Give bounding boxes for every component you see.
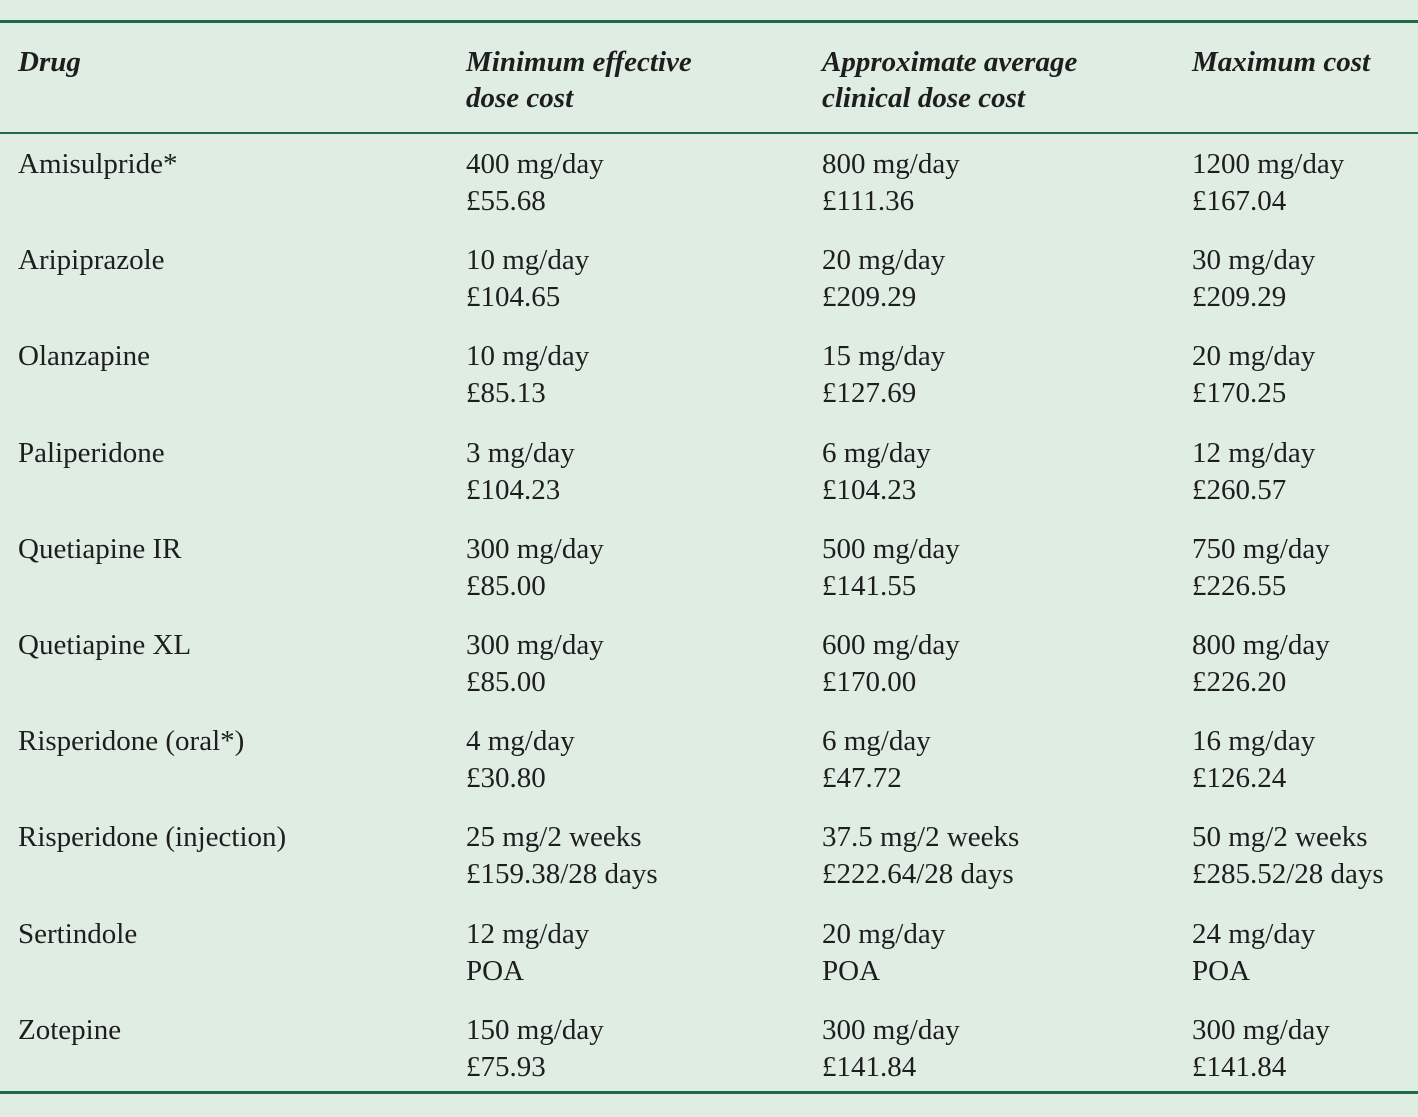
cost: £30.80 [466, 762, 546, 795]
dose: 30 mg/day [1192, 244, 1316, 277]
cost: £111.36 [822, 185, 915, 217]
top-rule [0, 20, 1418, 23]
header-cell: Drug [18, 46, 81, 78]
cost: £127.69 [822, 377, 917, 410]
dose: 20 mg/day [822, 244, 946, 277]
dose: 50 mg/2 weeks [1192, 821, 1368, 854]
header-cell: Minimum effective [466, 46, 692, 78]
cost: £209.29 [822, 281, 917, 314]
dose: 400 mg/day [466, 148, 604, 180]
drug-name: Paliperidone [18, 436, 165, 469]
dose: 3 mg/day [466, 436, 575, 469]
cost: £85.00 [466, 666, 546, 698]
dose: 24 mg/day [1192, 917, 1316, 950]
cost: £85.13 [466, 377, 546, 410]
drug-name: Quetiapine IR [18, 532, 182, 565]
header-cell: Maximum cost [1192, 46, 1371, 78]
dose: 10 mg/day [466, 340, 590, 373]
dose: 16 mg/day [1192, 725, 1316, 758]
dose: 600 mg/day [822, 629, 960, 661]
dose: 10 mg/day [466, 244, 590, 277]
dose: 300 mg/day [466, 629, 604, 661]
dose: 6 mg/day [822, 436, 931, 469]
cost: £226.20 [1192, 666, 1287, 698]
cost: £167.04 [1192, 185, 1287, 217]
cost: £209.29 [1192, 281, 1287, 314]
dose: 750 mg/day [1192, 532, 1330, 565]
header-rule [0, 132, 1418, 134]
drug-name: Risperidone (injection) [18, 821, 287, 854]
cost: £170.00 [822, 666, 917, 698]
dose: 20 mg/day [822, 917, 946, 950]
dose: 12 mg/day [1192, 436, 1316, 469]
cost: £104.65 [466, 281, 561, 314]
drug-name: Aripiprazole [18, 244, 165, 277]
dose: 6 mg/day [822, 725, 931, 758]
header-cell: clinical dose cost [822, 82, 1025, 114]
cost: £226.55 [1192, 569, 1287, 602]
cost: £47.72 [822, 762, 902, 795]
header-cell: Approximate average [822, 46, 1078, 78]
dose: 500 mg/day [822, 532, 960, 565]
dose: 25 mg/2 weeks [466, 821, 642, 854]
cost: £126.24 [1192, 762, 1287, 795]
cost: £159.38/28 days [466, 858, 658, 891]
drug-name: Risperidone (oral*) [18, 725, 245, 758]
cost: £222.64/28 days [822, 858, 1014, 891]
bottom-rule [0, 1091, 1418, 1094]
dose: 300 mg/day [466, 532, 604, 565]
drug-name: Olanzapine [18, 340, 151, 373]
cost: POA [466, 954, 525, 987]
cost: POA [822, 954, 881, 987]
dose: 4 mg/day [466, 725, 575, 758]
cost: £85.00 [466, 569, 546, 602]
dose: 12 mg/day [466, 917, 590, 950]
dose: 37.5 mg/2 weeks [822, 821, 1020, 854]
dose: 15 mg/day [822, 340, 946, 373]
cost: £285.52/28 days [1192, 858, 1384, 891]
drug-name: Sertindole [18, 917, 138, 950]
cost: £75.93 [466, 1050, 546, 1083]
cost: £141.55 [822, 569, 917, 602]
dose: 1200 mg/day [1192, 148, 1345, 180]
drug-name: Quetiapine XL [18, 629, 192, 661]
drug-name: Amisulpride* [18, 148, 178, 180]
dose: 800 mg/day [1192, 629, 1330, 661]
drug-name: Zotepine [18, 1013, 122, 1046]
cost: POA [1192, 954, 1251, 987]
dose: 300 mg/day [822, 1013, 960, 1046]
cost: £55.68 [466, 185, 546, 217]
cost: £104.23 [822, 473, 917, 506]
dose: 150 mg/day [466, 1013, 604, 1046]
cost: £141.84 [1192, 1050, 1287, 1083]
dose: 800 mg/day [822, 148, 960, 180]
dose: 300 mg/day [1192, 1013, 1330, 1046]
header-cell: dose cost [466, 82, 574, 114]
cost: £170.25 [1192, 377, 1287, 410]
cost: £104.23 [466, 473, 561, 506]
cost: £141.84 [822, 1050, 917, 1083]
cost: £260.57 [1192, 473, 1287, 506]
dose: 20 mg/day [1192, 340, 1316, 373]
